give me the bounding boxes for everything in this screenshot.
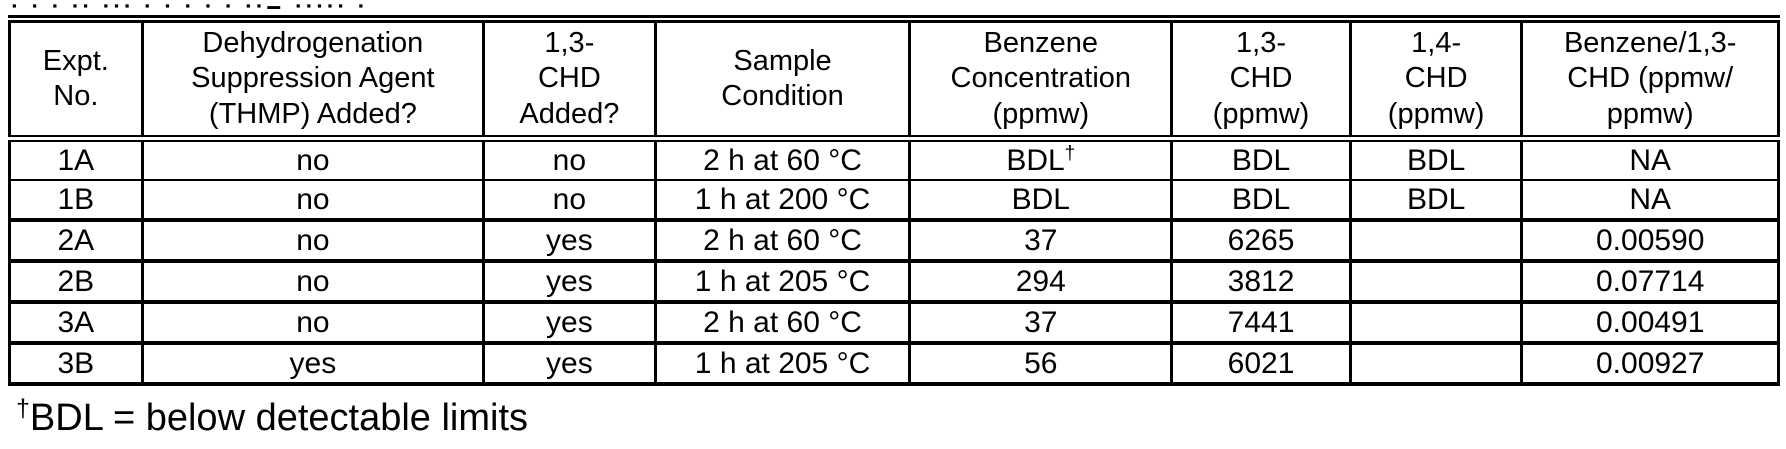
cell-benzene-concentration: 294	[908, 259, 1172, 302]
cell-expt-no: 3B	[8, 341, 143, 384]
cell-13chd-added: yes	[482, 218, 656, 261]
cell-14chd	[1348, 341, 1522, 384]
header-suppression-agent: Dehydrogenation Suppression Agent (THMP)…	[140, 19, 484, 142]
cell-suppression-agent: yes	[140, 341, 484, 384]
cell-benzene-ratio: 0.00491	[1520, 300, 1779, 343]
table-header-row: Expt. No. Dehydrogenation Suppression Ag…	[8, 19, 1779, 142]
cell-13chd-added: no	[482, 138, 656, 180]
cell-benzene-concentration: 56	[908, 341, 1172, 384]
cell-suppression-agent: no	[140, 218, 484, 261]
table-row-3a: 3A no yes 2 h at 60 °C 37 7441 0.00491	[8, 300, 1779, 343]
cell-expt-no: 1A	[8, 138, 143, 180]
cell-14chd	[1348, 218, 1522, 261]
cell-suppression-agent: no	[140, 138, 484, 180]
table-row-2b: 2B no yes 1 h at 205 °C 294 3812 0.07714	[8, 259, 1779, 302]
table-row-1a: 1A no no 2 h at 60 °C BDL† BDL BDL NA	[8, 138, 1779, 180]
dagger-superscript: †	[16, 394, 30, 423]
cell-expt-no: 2B	[8, 259, 143, 302]
cell-sample-condition: 2 h at 60 °C	[653, 218, 910, 261]
cell-benzene-ratio: 0.00927	[1520, 341, 1779, 384]
header-benzene-ratio: Benzene/1,3- CHD (ppmw/ ppmw)	[1520, 19, 1779, 142]
cell-13chd-added: yes	[482, 259, 656, 302]
cell-value: BDL	[1006, 143, 1065, 177]
table-row-2a: 2A no yes 2 h at 60 °C 37 6265 0.00590	[8, 218, 1779, 261]
header-expt-no: Expt. No.	[8, 19, 143, 142]
cell-benzene-concentration: 37	[908, 218, 1172, 261]
clipped-text-fragment: ▪ ▪ ▪ ▪▪ ▪▪▪ ▪ ▪ ▪ ▪ ▪ ▪▪▬ ▪▪▪▪▪ ▪	[12, 0, 612, 9]
cell-benzene-concentration: 37	[908, 300, 1172, 343]
table-row-3b: 3B yes yes 1 h at 205 °C 56 6021 0.00927	[8, 341, 1779, 384]
cell-benzene-concentration: BDL	[908, 179, 1172, 220]
cell-14chd: BDL	[1348, 179, 1522, 220]
cell-13chd: 6265	[1170, 218, 1351, 261]
cell-14chd	[1348, 300, 1522, 343]
cell-13chd-added: no	[482, 179, 656, 220]
cell-13chd: 3812	[1170, 259, 1351, 302]
cell-13chd: BDL	[1170, 179, 1351, 220]
header-13chd-added: 1,3- CHD Added?	[482, 19, 656, 142]
header-sample-condition: Sample Condition	[653, 19, 910, 142]
cell-suppression-agent: no	[140, 179, 484, 220]
cell-13chd-added: yes	[482, 300, 656, 343]
cell-sample-condition: 1 h at 205 °C	[653, 259, 910, 302]
footnote-text: BDL = below detectable limits	[29, 397, 529, 439]
cell-suppression-agent: no	[140, 259, 484, 302]
header-benzene-concentration: Benzene Concentration (ppmw)	[908, 19, 1172, 142]
table-row-1b: 1B no no 1 h at 200 °C BDL BDL BDL NA	[8, 179, 1779, 220]
experiment-results-table: Expt. No. Dehydrogenation Suppression Ag…	[8, 15, 1780, 386]
dagger-superscript: †	[1064, 142, 1076, 164]
cell-benzene-ratio: NA	[1520, 179, 1779, 220]
cell-sample-condition: 2 h at 60 °C	[653, 300, 910, 343]
cell-14chd	[1348, 259, 1522, 302]
clipped-text-marks: ▪ ▪ ▪ ▪▪ ▪▪▪ ▪ ▪ ▪ ▪ ▪ ▪▪▬ ▪▪▪▪▪ ▪	[12, 0, 370, 9]
cell-13chd: 7441	[1170, 300, 1351, 343]
cell-benzene-concentration: BDL†	[908, 138, 1172, 180]
cell-benzene-ratio: 0.07714	[1520, 259, 1779, 302]
cell-expt-no: 1B	[8, 179, 143, 220]
cell-benzene-ratio: NA	[1520, 138, 1779, 180]
cell-13chd-added: yes	[482, 341, 656, 384]
cell-sample-condition: 1 h at 200 °C	[653, 179, 910, 220]
cell-sample-condition: 2 h at 60 °C	[653, 138, 910, 180]
cell-13chd: BDL	[1170, 138, 1351, 180]
header-13chd-ppmw: 1,3- CHD (ppmw)	[1170, 19, 1351, 142]
table-footnote: †BDL = below detectable limits	[16, 394, 528, 442]
cell-sample-condition: 1 h at 205 °C	[653, 341, 910, 384]
cell-14chd: BDL	[1348, 138, 1522, 180]
cell-benzene-ratio: 0.00590	[1520, 218, 1779, 261]
cell-expt-no: 2A	[8, 218, 143, 261]
cell-suppression-agent: no	[140, 300, 484, 343]
cell-13chd: 6021	[1170, 341, 1351, 384]
header-14chd-ppmw: 1,4- CHD (ppmw)	[1348, 19, 1522, 142]
cell-expt-no: 3A	[8, 300, 143, 343]
